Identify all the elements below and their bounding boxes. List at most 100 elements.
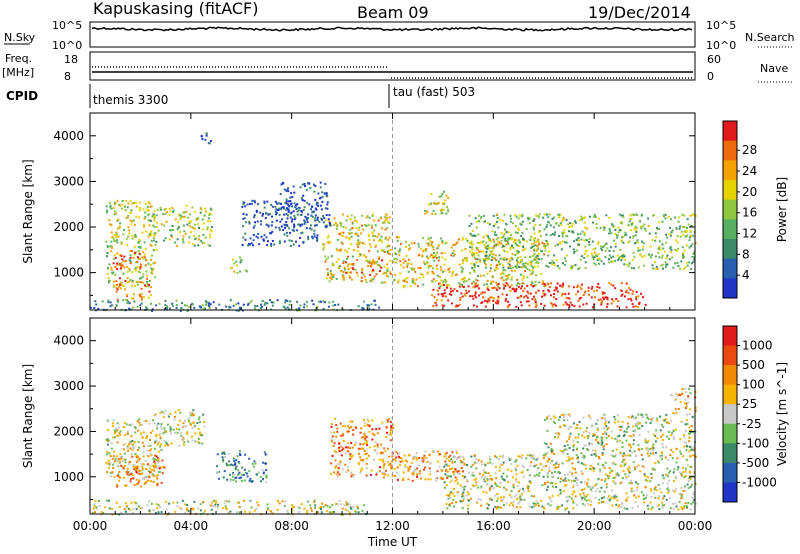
data-cell: [223, 502, 226, 505]
data-cell: [556, 243, 559, 246]
data-cell: [647, 507, 650, 510]
data-cell: [598, 286, 601, 289]
data-cell: [124, 465, 126, 467]
data-cell: [644, 486, 647, 489]
data-cell: [296, 203, 299, 206]
data-cell: [128, 442, 131, 445]
data-cell: [533, 239, 536, 242]
data-cell: [574, 263, 577, 266]
data-cell: [425, 249, 428, 252]
data-cell: [674, 502, 677, 505]
data-cell: [208, 302, 210, 305]
data-cell: [242, 236, 245, 239]
data-cell: [214, 503, 217, 506]
data-cell: [484, 255, 487, 257]
data-cell: [590, 468, 593, 471]
data-cell: [138, 472, 141, 475]
data-cell: [502, 235, 505, 237]
data-cell: [335, 248, 338, 251]
data-cell: [419, 267, 422, 270]
data-cell: [153, 422, 156, 425]
data-cell: [342, 440, 345, 443]
data-cell: [430, 192, 433, 195]
data-cell: [364, 452, 367, 455]
data-cell: [110, 442, 113, 445]
data-cell: [373, 261, 376, 264]
data-cell: [657, 484, 660, 486]
data-cell: [127, 214, 130, 217]
data-cell: [492, 287, 495, 289]
data-cell: [431, 280, 433, 283]
data-cell: [522, 487, 525, 490]
data-cell: [320, 506, 323, 509]
data-cell: [270, 224, 273, 227]
data-cell: [624, 258, 627, 261]
data-cell: [495, 243, 498, 246]
data-cell: [286, 225, 289, 228]
freq-panel-frame: [89, 51, 696, 81]
data-cell: [252, 244, 255, 247]
data-cell: [681, 508, 684, 511]
data-cell: [689, 236, 691, 239]
data-cell: [120, 262, 123, 265]
data-cell: [630, 479, 633, 482]
data-cell: [283, 233, 286, 236]
data-cell: [388, 222, 391, 225]
data-cell: [684, 429, 687, 432]
data-cell: [105, 205, 108, 208]
data-cell: [602, 262, 605, 265]
data-cell: [509, 220, 512, 223]
data-cell: [621, 254, 624, 257]
data-cell: [679, 452, 682, 455]
data-cell: [436, 247, 439, 250]
data-cell: [506, 251, 509, 253]
data-cell: [546, 485, 549, 488]
data-cell: [470, 262, 473, 265]
data-cell: [465, 494, 468, 497]
data-cell: [478, 242, 481, 245]
data-cell: [647, 450, 650, 452]
data-cell: [381, 421, 384, 424]
data-cell: [521, 285, 523, 288]
data-cell: [586, 427, 589, 430]
data-cell: [186, 309, 189, 312]
data-cell: [508, 504, 511, 507]
data-cell: [366, 423, 369, 426]
data-cell: [507, 305, 510, 308]
data-cell: [471, 484, 474, 487]
data-cell: [557, 436, 560, 439]
data-cell: [633, 267, 636, 270]
data-cell: [119, 253, 122, 256]
data-cell: [313, 229, 316, 232]
data-cell: [169, 229, 171, 232]
data-cell: [675, 505, 678, 508]
data-cell: [182, 437, 185, 440]
data-cell: [445, 194, 448, 197]
data-cell: [303, 306, 305, 309]
data-cell: [556, 290, 559, 293]
data-cell: [314, 216, 317, 219]
data-cell: [450, 290, 452, 293]
data-cell: [438, 256, 441, 259]
data-cell: [216, 453, 219, 456]
data-cell: [574, 220, 577, 223]
data-cell: [585, 430, 588, 433]
data-cell: [402, 258, 405, 261]
data-cell: [676, 235, 679, 238]
data-cell: [549, 418, 552, 421]
data-cell: [155, 304, 157, 307]
data-cell: [154, 454, 157, 457]
data-cell: [580, 238, 583, 241]
data-cell: [533, 505, 536, 508]
data-cell: [517, 227, 519, 230]
data-cell: [183, 230, 186, 233]
data-cell: [572, 486, 575, 489]
data-cell: [624, 295, 626, 298]
data-cell: [308, 182, 311, 185]
data-cell: [356, 243, 359, 246]
data-cell: [188, 305, 191, 308]
data-cell: [280, 207, 283, 210]
data-cell: [384, 236, 387, 239]
data-cell: [202, 222, 205, 225]
data-cell: [502, 287, 505, 290]
